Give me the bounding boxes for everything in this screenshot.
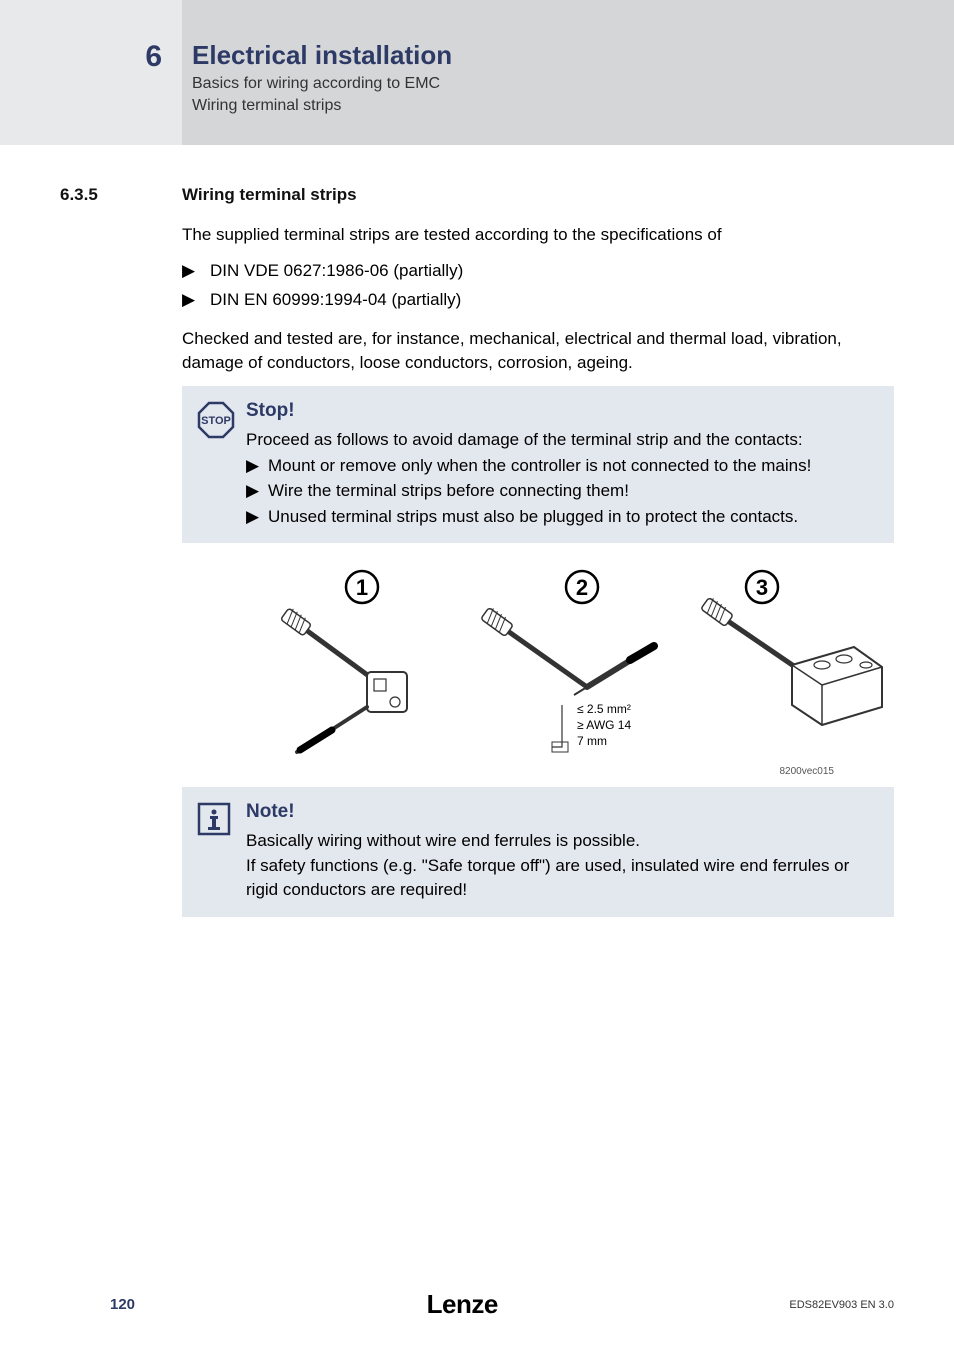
- svg-text:2: 2: [576, 575, 588, 600]
- list-item: ▶ Unused terminal strips must also be pl…: [246, 504, 876, 530]
- lenze-logo: Lenze: [427, 1289, 498, 1320]
- svg-text:≥ AWG 14: ≥ AWG 14: [577, 718, 631, 732]
- note-title: Note!: [246, 801, 876, 823]
- list-item: ▶ DIN VDE 0627:1986-06 (partially): [182, 258, 894, 284]
- chapter-title: Electrical installation: [192, 40, 954, 71]
- triangle-icon: ▶: [246, 504, 268, 530]
- header-band: 6 Electrical installation Basics for wir…: [0, 0, 954, 145]
- diagram-caption: 8200vec015: [60, 766, 834, 777]
- list-item-text: Mount or remove only when the controller…: [268, 453, 811, 479]
- chapter-number: 6: [0, 0, 182, 145]
- triangle-icon: ▶: [182, 258, 210, 284]
- page-number: 120: [110, 1296, 135, 1313]
- list-item-text: Unused terminal strips must also be plug…: [268, 504, 798, 530]
- section-number: 6.3.5: [60, 185, 182, 205]
- wiring-diagram: 1 2 3 ≤ 2.5 mm² ≥ AWG 14 7 mm: [182, 557, 902, 762]
- note-callout: Note! Basically wiring without wire end …: [182, 787, 894, 917]
- spec-list: ▶ DIN VDE 0627:1986-06 (partially) ▶ DIN…: [182, 258, 894, 313]
- svg-text:STOP: STOP: [201, 415, 231, 427]
- triangle-icon: ▶: [246, 478, 268, 504]
- section-title: Wiring terminal strips: [182, 185, 357, 205]
- list-item: ▶ Mount or remove only when the controll…: [246, 453, 876, 479]
- stop-icon: STOP: [196, 400, 246, 529]
- section-body: The supplied terminal strips are tested …: [182, 223, 894, 376]
- note-line2: If safety functions (e.g. "Safe torque o…: [246, 854, 876, 903]
- intro-text: The supplied terminal strips are tested …: [182, 223, 894, 248]
- list-item: ▶ Wire the terminal strips before connec…: [246, 478, 876, 504]
- triangle-icon: ▶: [182, 287, 210, 313]
- chapter-sub2: Wiring terminal strips: [192, 97, 954, 115]
- svg-text:1: 1: [356, 575, 368, 600]
- list-item-text: DIN VDE 0627:1986-06 (partially): [210, 258, 463, 284]
- content-area: 6.3.5 Wiring terminal strips The supplie…: [0, 145, 954, 917]
- list-item: ▶ DIN EN 60999:1994-04 (partially): [182, 287, 894, 313]
- svg-text:7 mm: 7 mm: [577, 734, 607, 748]
- list-item-text: DIN EN 60999:1994-04 (partially): [210, 287, 461, 313]
- chapter-heading: Electrical installation Basics for wirin…: [182, 0, 954, 145]
- note-line1: Basically wiring without wire end ferrul…: [246, 829, 876, 854]
- page-footer: 120 Lenze EDS82EV903 EN 3.0: [0, 1289, 954, 1320]
- checked-text: Checked and tested are, for instance, me…: [182, 327, 894, 376]
- stop-lead: Proceed as follows to avoid damage of th…: [246, 428, 876, 453]
- triangle-icon: ▶: [246, 453, 268, 479]
- svg-text:3: 3: [756, 575, 768, 600]
- document-code: EDS82EV903 EN 3.0: [789, 1299, 894, 1311]
- info-icon: [196, 801, 246, 903]
- section-heading-row: 6.3.5 Wiring terminal strips: [60, 185, 894, 205]
- list-item-text: Wire the terminal strips before connecti…: [268, 478, 629, 504]
- svg-text:≤ 2.5 mm²: ≤ 2.5 mm²: [577, 702, 631, 716]
- chapter-sub1: Basics for wiring according to EMC: [192, 75, 954, 93]
- stop-callout: STOP Stop! Proceed as follows to avoid d…: [182, 386, 894, 543]
- stop-title: Stop!: [246, 400, 876, 422]
